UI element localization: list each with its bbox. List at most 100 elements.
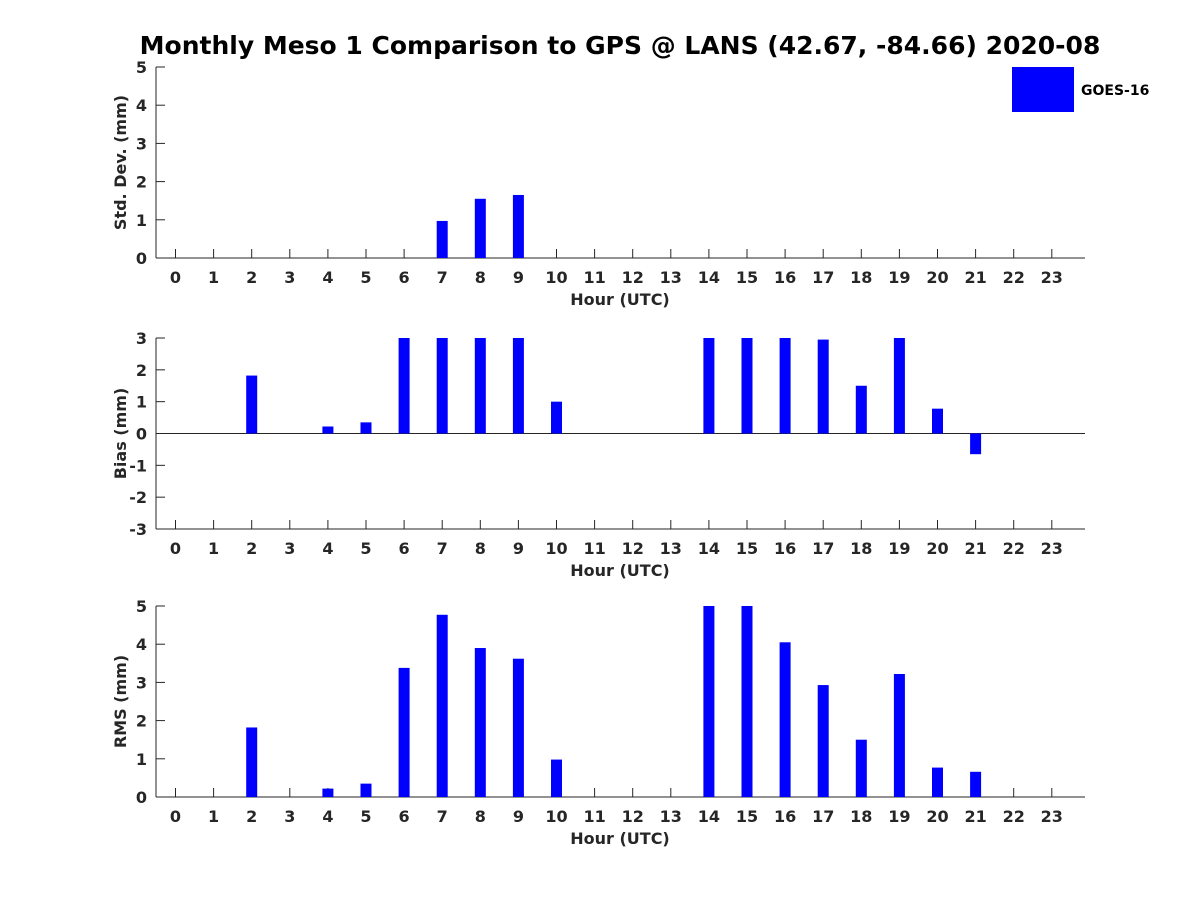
x-tick-label: 13 [660,807,682,826]
x-axis-label: Hour (UTC) [570,829,670,848]
x-axis-label: Hour (UTC) [570,561,670,580]
bar-hour-20 [932,408,943,434]
x-tick-label: 21 [964,539,986,558]
x-tick-label: 3 [284,807,295,826]
x-tick-label: 15 [736,268,758,287]
bar-hour-7 [436,220,448,258]
x-tick-label: 12 [622,539,644,558]
x-tick-label: 5 [360,268,371,287]
x-tick-label: 20 [926,268,948,287]
x-tick-label: 2 [246,807,257,826]
x-tick-label: 13 [660,268,682,287]
y-axis-label: Bias (mm) [111,388,130,480]
y-tick-label: 0 [136,788,147,807]
x-tick-label: 3 [284,268,295,287]
x-tick-label: 11 [583,807,605,826]
bar-hour-7 [436,338,448,434]
bar-hour-5 [360,783,372,797]
x-tick-label: 2 [246,268,257,287]
x-tick-label: 20 [926,807,948,826]
bar-hour-6 [398,667,410,797]
x-tick-label: 22 [1003,539,1025,558]
y-tick-label: 1 [136,393,147,412]
x-tick-label: 17 [812,539,834,558]
bar-hour-15 [741,606,753,797]
y-tick-label: 1 [136,750,147,769]
x-tick-label: 5 [360,539,371,558]
y-tick-label: 2 [136,712,147,731]
bar-hour-2 [246,727,258,797]
y-axis-label: Std. Dev. (mm) [111,95,130,230]
bar-hour-8 [474,648,486,797]
x-tick-label: 6 [399,807,410,826]
bar-hour-18 [855,739,867,797]
x-tick-label: 20 [926,539,948,558]
bar-hour-16 [779,642,791,797]
bar-hour-20 [932,767,943,797]
x-tick-label: 4 [322,268,333,287]
x-tick-label: 11 [583,268,605,287]
x-tick-label: 16 [774,539,796,558]
x-tick-label: 9 [513,539,524,558]
x-axis-label: Hour (UTC) [570,290,670,309]
x-tick-label: 16 [774,807,796,826]
y-axis-label: RMS (mm) [111,655,130,748]
x-tick-label: 6 [399,539,410,558]
x-tick-label: 12 [622,268,644,287]
y-tick-label: 0 [136,249,147,268]
y-tick-label: 0 [136,425,147,444]
bar-hour-14 [703,338,715,434]
y-tick-label: 2 [136,361,147,380]
bar-hour-4 [322,426,334,434]
bar-hour-10 [551,401,562,434]
bar-hour-17 [817,339,829,434]
x-tick-label: 16 [774,268,796,287]
x-tick-label: 5 [360,807,371,826]
y-tick-label: 4 [136,96,147,115]
x-tick-label: 13 [660,539,682,558]
x-tick-label: 9 [513,268,524,287]
bar-hour-17 [817,685,829,797]
x-tick-label: 17 [812,807,834,826]
x-tick-label: 22 [1003,268,1025,287]
x-tick-label: 7 [437,268,448,287]
bar-hour-16 [779,338,791,434]
x-tick-label: 10 [545,539,567,558]
x-tick-label: 23 [1041,268,1063,287]
x-tick-label: 0 [170,807,181,826]
bar-hour-6 [398,338,410,434]
x-tick-label: 17 [812,268,834,287]
x-tick-label: 14 [698,807,720,826]
bar-hour-8 [474,338,486,434]
bar-hour-2 [246,375,258,434]
y-tick-label: 5 [136,58,147,77]
bar-hour-21 [970,771,982,797]
x-tick-label: 14 [698,539,720,558]
x-tick-label: 8 [475,268,486,287]
x-tick-label: 19 [888,539,910,558]
y-tick-label: 3 [136,673,147,692]
x-tick-label: 19 [888,268,910,287]
x-tick-label: 7 [437,539,448,558]
y-tick-label: -1 [129,456,147,475]
x-tick-label: 18 [850,539,872,558]
x-tick-label: 12 [622,807,644,826]
x-tick-label: 6 [399,268,410,287]
bar-hour-10 [551,759,562,797]
legend-label-goes16: GOES-16 [1081,83,1149,99]
bar-hour-8 [474,198,486,258]
x-tick-label: 23 [1041,807,1063,826]
x-tick-label: 22 [1003,807,1025,826]
x-tick-label: 7 [437,807,448,826]
bar-hour-4 [322,788,334,797]
x-tick-label: 14 [698,268,720,287]
x-tick-label: 0 [170,268,181,287]
x-tick-label: 10 [545,268,567,287]
bar-hour-7 [436,614,448,797]
x-tick-label: 4 [322,539,333,558]
x-tick-label: 3 [284,539,295,558]
bar-hour-5 [360,422,372,434]
y-tick-label: 3 [136,329,147,348]
